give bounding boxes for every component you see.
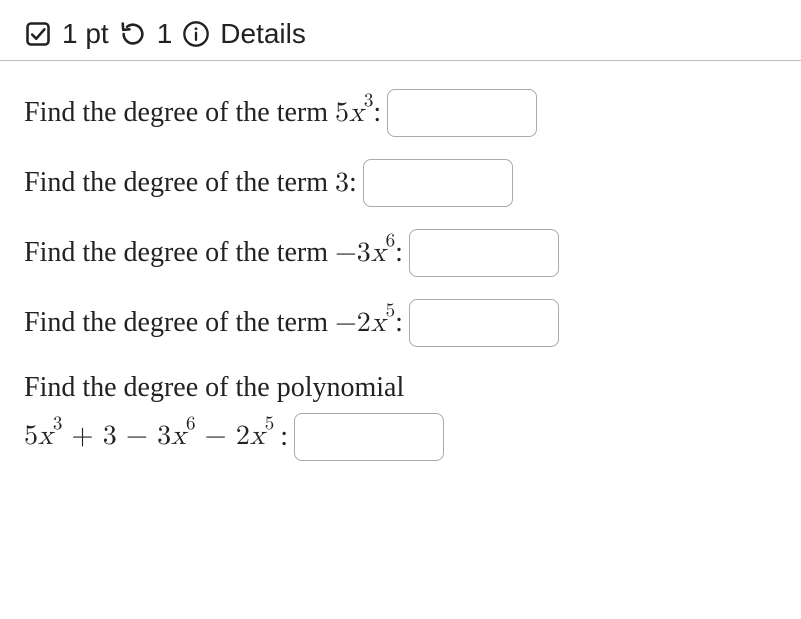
question-text: Find the degree of the term −2x5: [24, 304, 403, 343]
question-row: Find the degree of the term −2x5: [24, 299, 777, 347]
answer-input[interactable] [409, 299, 559, 347]
info-icon[interactable] [182, 20, 210, 48]
retry-icon [119, 20, 147, 48]
question-text: Find the degree of the term 5x3: [24, 94, 381, 133]
question-header: 1 pt 1 Details [0, 0, 801, 61]
details-link[interactable]: Details [220, 18, 306, 50]
polynomial-expression: 5x3 + 3 − 3x6 − 2x5 [24, 418, 274, 456]
question-row: 5x3 + 3 − 3x6 − 2x5: [24, 413, 777, 461]
question-row: Find the degree of the term −3x6: [24, 229, 777, 277]
question-text: Find the degree of the term −3x6: [24, 234, 403, 273]
question-row: Find the degree of the term 5x3: [24, 89, 777, 137]
answer-input[interactable] [387, 89, 537, 137]
question-body: Find the degree of the term 5x3: Find th… [0, 61, 801, 511]
question-text: Find the degree of the polynomial [24, 369, 777, 407]
retry-count: 1 [157, 18, 173, 50]
points-label: 1 pt [62, 18, 109, 50]
answer-input[interactable] [294, 413, 444, 461]
question-row: Find the degree of the polynomial [24, 369, 777, 407]
question-text: Find the degree of the term 3: [24, 164, 357, 203]
answer-input[interactable] [363, 159, 513, 207]
question-text: : [280, 418, 288, 456]
answer-input[interactable] [409, 229, 559, 277]
checkbox-checked-icon [24, 20, 52, 48]
question-row: Find the degree of the term 3: [24, 159, 777, 207]
